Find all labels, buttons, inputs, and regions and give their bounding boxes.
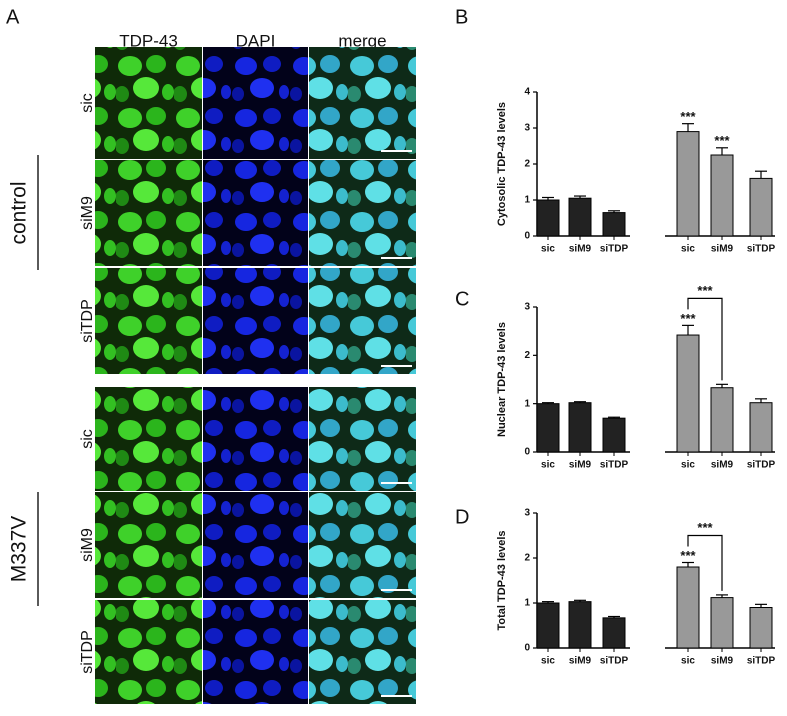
- y-tick-label: 0: [524, 231, 530, 242]
- y-tick-label: 0: [524, 643, 530, 654]
- group-label: control: [8, 181, 31, 244]
- micrograph: [309, 600, 416, 704]
- x-tick-label: siM9: [711, 656, 734, 667]
- bar: [676, 566, 700, 649]
- y-tick-label: 0: [524, 447, 530, 458]
- row-label: siTDP: [79, 299, 96, 343]
- bar: [749, 402, 773, 453]
- x-tick-label: siTDP: [747, 460, 776, 471]
- panel-label: B: [455, 6, 468, 28]
- y-tick-label: 2: [524, 553, 530, 564]
- x-tick-label: sic: [681, 460, 695, 471]
- y-tick-label: 2: [524, 350, 530, 361]
- y-tick-label: 3: [524, 123, 530, 134]
- bar: [602, 212, 626, 237]
- x-tick-label: sic: [681, 244, 695, 255]
- bar: [749, 177, 773, 237]
- micrograph: [95, 387, 202, 491]
- group-label: M337V: [8, 516, 31, 583]
- y-tick-label: 2: [524, 159, 530, 170]
- y-tick-label: 4: [524, 87, 530, 98]
- micrograph: [203, 492, 308, 598]
- micrograph: [309, 160, 416, 266]
- micrograph: [95, 160, 202, 266]
- bracket: [687, 297, 723, 381]
- micrograph: [309, 47, 416, 159]
- micrograph: [95, 47, 202, 159]
- x-tick-label: siM9: [569, 656, 592, 667]
- panel-label: C: [455, 288, 469, 310]
- bracket-label: ***: [697, 520, 713, 535]
- row-label: siM9: [79, 528, 96, 562]
- x-tick-label: siTDP: [600, 656, 629, 667]
- x-tick-label: siM9: [711, 460, 734, 471]
- bar: [710, 154, 734, 237]
- row-label: siM9: [79, 196, 96, 230]
- bracket: [687, 534, 723, 591]
- x-tick-label: sic: [681, 656, 695, 667]
- x-tick-label: sic: [541, 460, 555, 471]
- micrograph: [309, 387, 416, 491]
- y-tick-label: 1: [524, 398, 530, 409]
- bar: [568, 402, 592, 453]
- bar: [602, 617, 626, 649]
- y-tick-label: 1: [524, 195, 530, 206]
- bar: [676, 334, 700, 453]
- micrograph: [95, 492, 202, 598]
- micrograph: [309, 492, 416, 598]
- bar: [602, 417, 626, 453]
- micrograph: [203, 47, 308, 159]
- significance: ***: [714, 133, 730, 148]
- bar: [710, 597, 734, 649]
- bar: [536, 602, 560, 649]
- y-tick-label: 3: [524, 302, 530, 313]
- micrograph: [203, 600, 308, 704]
- micrograph: [309, 268, 416, 374]
- bracket-label: ***: [697, 283, 713, 298]
- micrograph: [203, 387, 308, 491]
- y-tick-label: 1: [524, 598, 530, 609]
- x-tick-label: siM9: [569, 244, 592, 255]
- panel-label: D: [455, 506, 469, 528]
- micrograph: [95, 600, 202, 704]
- row-label: sic: [79, 429, 96, 449]
- row-label: sic: [79, 93, 96, 113]
- micrograph: [95, 268, 202, 374]
- micrograph: [203, 160, 308, 266]
- x-tick-label: siTDP: [600, 244, 629, 255]
- x-tick-label: siM9: [711, 244, 734, 255]
- y-axis-label: Nuclear TDP-43 levels: [496, 322, 508, 437]
- panel-label: A: [6, 6, 20, 28]
- x-tick-label: siTDP: [600, 460, 629, 471]
- y-axis-label: Cytosolic TDP-43 levels: [496, 102, 508, 226]
- x-tick-label: siTDP: [747, 244, 776, 255]
- y-tick-label: 3: [524, 508, 530, 519]
- bar: [536, 403, 560, 453]
- bar: [676, 131, 700, 237]
- significance: ***: [680, 311, 696, 326]
- bar: [536, 199, 560, 237]
- column-header: TDP-43: [119, 31, 178, 50]
- column-header: merge: [338, 31, 386, 50]
- significance: ***: [680, 109, 696, 124]
- y-axis-label: Total TDP-43 levels: [496, 530, 508, 630]
- bar: [749, 607, 773, 649]
- bar: [568, 197, 592, 237]
- significance: ***: [680, 548, 696, 563]
- bar: [568, 601, 592, 649]
- column-header: DAPI: [236, 31, 276, 50]
- x-tick-label: sic: [541, 656, 555, 667]
- row-label: siTDP: [79, 630, 96, 674]
- x-tick-label: siTDP: [747, 656, 776, 667]
- x-tick-label: siM9: [569, 460, 592, 471]
- x-tick-label: sic: [541, 244, 555, 255]
- bar: [710, 387, 734, 453]
- micrograph: [203, 268, 308, 374]
